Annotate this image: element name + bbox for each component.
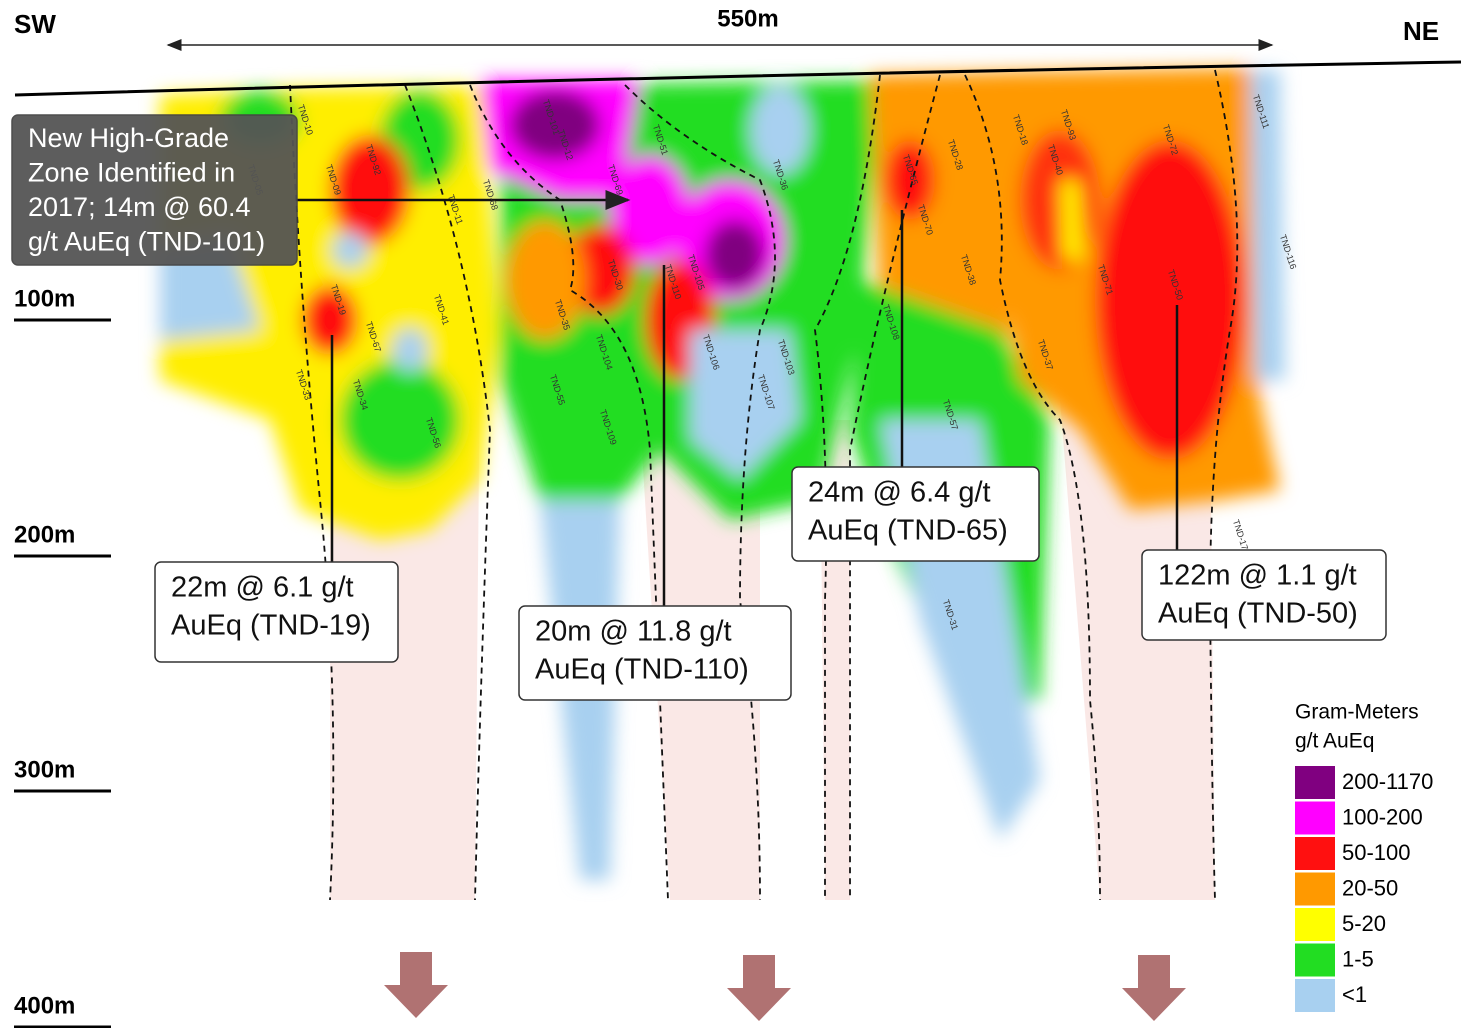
down-arrows — [384, 952, 1186, 1021]
legend-swatch — [1295, 766, 1335, 799]
legend-title: Gram-Meters — [1295, 701, 1419, 724]
depth-label: 200m — [14, 521, 75, 548]
callout-text: 22m @ 6.1 g/t — [171, 572, 354, 604]
callout-text: Zone Identified in — [28, 158, 235, 188]
legend-title: g/t AuEq — [1295, 730, 1374, 753]
legend-label: 100-200 — [1342, 804, 1423, 829]
cross-section: TND-10TND-09TND-92TND-05TND-11TND-68TND-… — [0, 0, 1461, 1028]
legend-label: 200-1170 — [1342, 769, 1433, 794]
callout-text: 24m @ 6.4 g/t — [808, 477, 991, 509]
legend-swatch — [1295, 979, 1335, 1012]
callout-text: g/t AuEq (TND-101) — [28, 227, 265, 257]
callout-text: AuEq (TND-65) — [808, 515, 1008, 547]
scale-label: 550m — [717, 5, 778, 32]
callout-text: 122m @ 1.1 g/t — [1158, 560, 1357, 592]
callout-text: 20m @ 11.8 g/t — [535, 616, 732, 648]
header-left: SW — [14, 9, 56, 39]
callout-text: New High-Grade — [28, 123, 229, 153]
legend-label: 5-20 — [1342, 911, 1386, 936]
callout-text: AuEq (TND-19) — [171, 610, 371, 642]
drill-hole-label: TND-17 — [1231, 518, 1250, 551]
callout-text: 2017; 14m @ 60.4 — [28, 192, 251, 222]
legend-swatch — [1295, 908, 1335, 941]
legend-label: 50-100 — [1342, 840, 1411, 865]
legend-swatch — [1295, 837, 1335, 870]
legend-label: 1-5 — [1342, 946, 1374, 971]
depth-label: 300m — [14, 756, 75, 783]
legend-label: 20-50 — [1342, 875, 1398, 900]
callout-text: AuEq (TND-50) — [1158, 598, 1358, 630]
legend-label: <1 — [1342, 982, 1367, 1007]
depth-label: 400m — [14, 992, 75, 1019]
legend-swatch — [1295, 873, 1335, 906]
header-right: NE — [1403, 16, 1439, 46]
callout-text: AuEq (TND-110) — [535, 654, 749, 686]
depth-label: 100m — [14, 285, 75, 312]
legend-swatch — [1295, 802, 1335, 835]
legend-swatch — [1295, 944, 1335, 977]
